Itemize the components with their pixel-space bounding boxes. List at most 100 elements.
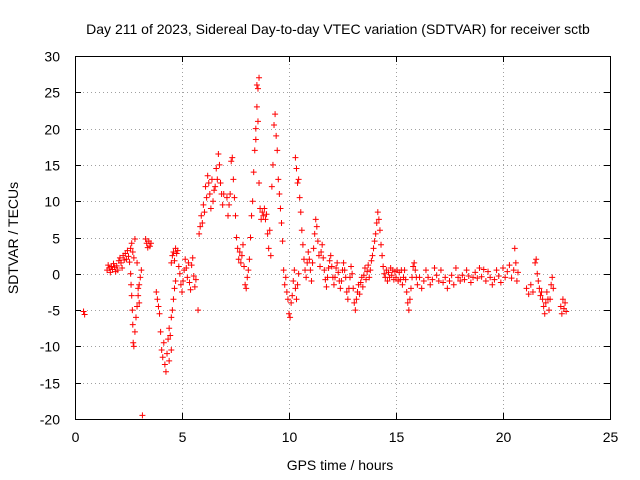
data-point bbox=[198, 212, 205, 219]
data-point bbox=[190, 272, 197, 279]
data-point bbox=[332, 274, 339, 281]
data-point bbox=[478, 273, 485, 280]
data-point bbox=[157, 328, 164, 335]
data-point bbox=[547, 296, 554, 303]
y-tick-label: 25 bbox=[44, 85, 60, 101]
data-point bbox=[397, 276, 404, 283]
data-point bbox=[287, 314, 294, 321]
data-point bbox=[282, 274, 289, 281]
data-point bbox=[256, 180, 263, 187]
data-point bbox=[375, 216, 382, 223]
data-point bbox=[542, 299, 549, 306]
data-point bbox=[365, 262, 372, 269]
data-point bbox=[168, 347, 175, 354]
data-point bbox=[237, 259, 244, 266]
data-point bbox=[200, 201, 207, 208]
data-point bbox=[433, 272, 440, 279]
data-point bbox=[147, 240, 154, 247]
data-point bbox=[197, 223, 204, 230]
data-point bbox=[293, 165, 300, 172]
data-point bbox=[202, 183, 209, 190]
data-point bbox=[437, 267, 444, 274]
data-point bbox=[330, 281, 337, 288]
x-tick-label: 10 bbox=[282, 429, 298, 445]
data-point bbox=[527, 281, 534, 288]
data-point bbox=[549, 274, 556, 281]
data-point bbox=[135, 292, 142, 299]
data-point bbox=[412, 267, 419, 274]
data-point bbox=[252, 125, 259, 132]
data-point bbox=[309, 259, 316, 266]
data-points bbox=[80, 74, 570, 419]
data-point bbox=[364, 268, 371, 275]
data-point bbox=[184, 274, 191, 281]
data-point bbox=[427, 281, 434, 288]
data-point bbox=[248, 212, 255, 219]
data-point bbox=[114, 267, 121, 274]
data-point bbox=[171, 257, 178, 264]
data-point bbox=[425, 274, 432, 281]
x-tick-label: 25 bbox=[603, 429, 619, 445]
data-point bbox=[422, 267, 429, 274]
data-point bbox=[259, 209, 266, 216]
data-point bbox=[352, 307, 359, 314]
data-point bbox=[267, 252, 274, 259]
data-point bbox=[295, 270, 302, 277]
data-point bbox=[327, 252, 334, 259]
data-point bbox=[162, 368, 169, 375]
data-point bbox=[465, 272, 472, 279]
data-point bbox=[534, 270, 541, 277]
data-point bbox=[459, 272, 466, 279]
data-point bbox=[532, 259, 539, 266]
data-point bbox=[485, 268, 492, 275]
y-axis-label: SDTVAR / TECUs bbox=[5, 182, 21, 294]
data-point bbox=[272, 111, 279, 118]
data-point bbox=[363, 276, 370, 283]
data-point bbox=[359, 283, 366, 290]
data-point bbox=[351, 299, 358, 306]
data-point bbox=[289, 292, 296, 299]
data-point bbox=[495, 272, 502, 279]
data-point bbox=[537, 292, 544, 299]
data-point bbox=[510, 267, 517, 274]
data-point bbox=[130, 254, 137, 261]
data-point bbox=[514, 269, 521, 276]
data-point bbox=[294, 180, 301, 187]
data-point bbox=[319, 241, 326, 248]
data-point bbox=[81, 311, 88, 318]
data-point bbox=[243, 285, 250, 292]
data-point bbox=[172, 278, 179, 285]
data-point bbox=[368, 257, 375, 264]
data-point bbox=[372, 230, 379, 237]
data-point bbox=[540, 303, 547, 310]
data-point bbox=[493, 267, 500, 274]
data-point bbox=[188, 262, 195, 269]
chart-title: Day 211 of 2023, Sidereal Day-to-day VTE… bbox=[86, 21, 590, 37]
data-point bbox=[113, 262, 120, 269]
data-point bbox=[405, 307, 412, 314]
data-point bbox=[346, 274, 353, 281]
data-point bbox=[284, 296, 291, 303]
y-tick-label: 20 bbox=[44, 122, 60, 138]
data-point bbox=[393, 274, 399, 281]
y-tick-label: -10 bbox=[40, 339, 60, 355]
data-point bbox=[442, 274, 449, 281]
data-point bbox=[334, 259, 341, 266]
data-point bbox=[341, 267, 348, 274]
data-point bbox=[292, 154, 299, 161]
data-point bbox=[357, 279, 364, 286]
data-point bbox=[448, 272, 455, 279]
data-point bbox=[185, 259, 192, 266]
data-point bbox=[335, 269, 342, 276]
data-point bbox=[410, 263, 417, 270]
data-point bbox=[376, 227, 383, 234]
data-point bbox=[380, 263, 387, 270]
data-point bbox=[191, 283, 198, 290]
data-point bbox=[321, 267, 328, 274]
data-point bbox=[541, 310, 548, 317]
y-tick-label: 0 bbox=[52, 267, 60, 283]
data-point bbox=[361, 264, 368, 271]
data-point bbox=[130, 339, 137, 346]
data-point bbox=[563, 308, 570, 315]
data-point bbox=[136, 281, 143, 288]
